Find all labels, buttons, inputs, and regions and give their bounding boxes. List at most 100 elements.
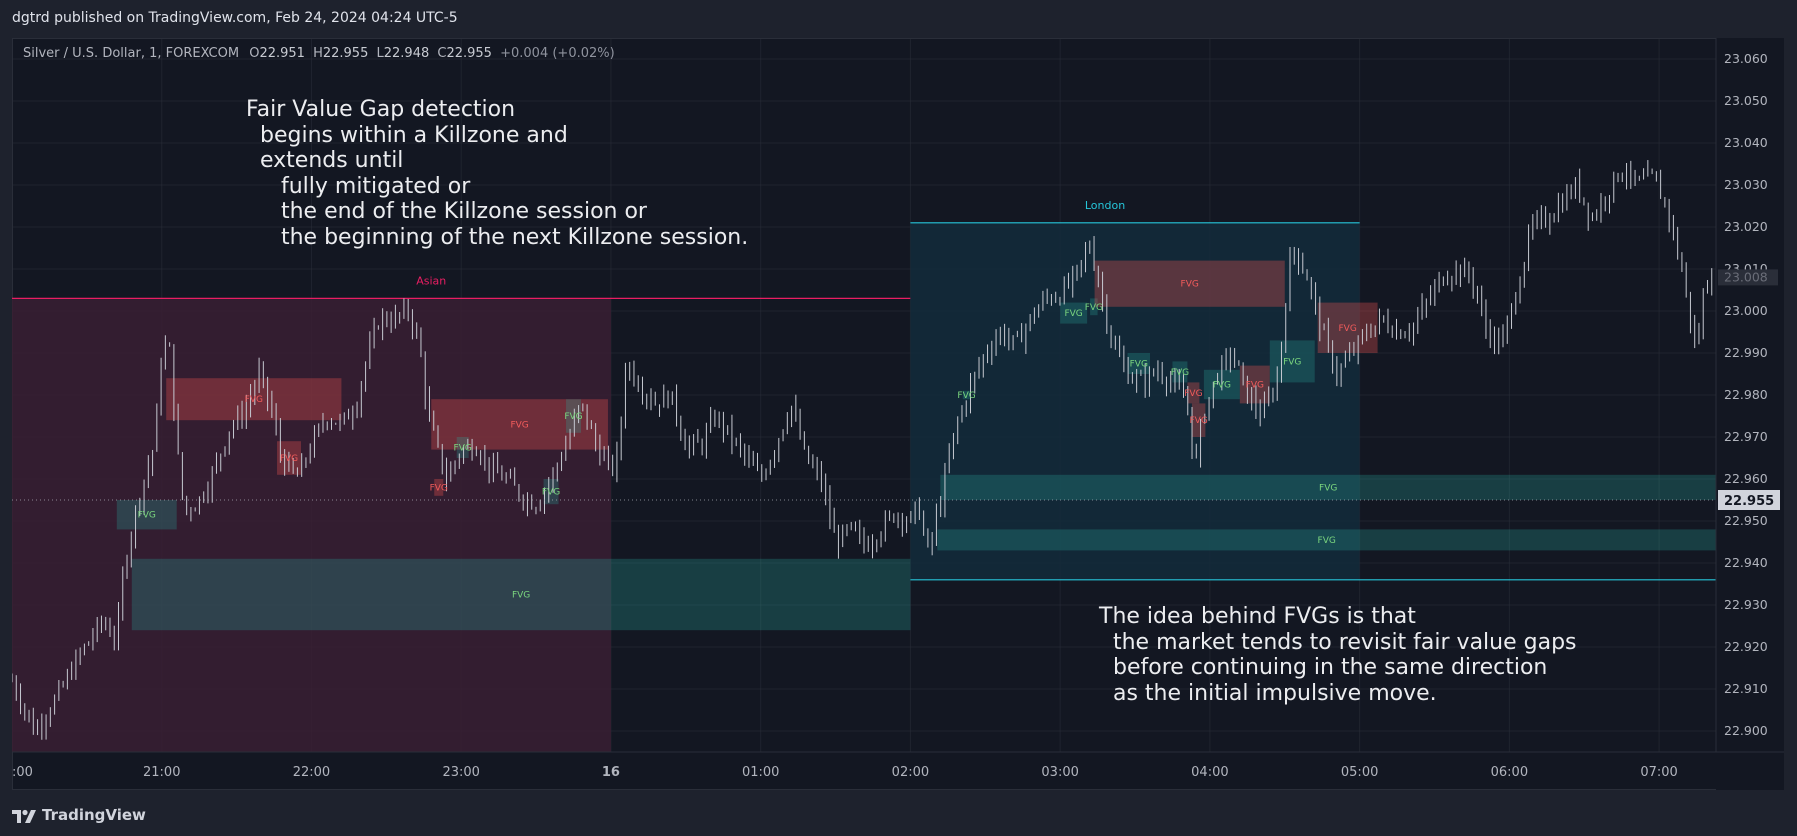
price-chart[interactable]: Asian London FVG FVG FVG FVG FVG FVG FVG FVG FVG FV… bbox=[12, 38, 1784, 790]
partial-price-label: 23.008 bbox=[1724, 269, 1768, 284]
fvg-label: FVG bbox=[542, 488, 560, 498]
time-tick-label: 06:00 bbox=[1491, 765, 1528, 780]
publisher-line: dgtrd published on TradingView.com, Feb … bbox=[12, 10, 458, 26]
killzone-asian bbox=[12, 298, 611, 752]
fvg-boxes bbox=[116, 260, 1716, 631]
fvg-label: FVG bbox=[510, 420, 528, 430]
fvg-label: FVG bbox=[957, 391, 975, 401]
killzone-london bbox=[910, 222, 1360, 580]
fvg-label: FVG bbox=[245, 395, 263, 405]
fvg-label: FVG bbox=[430, 483, 448, 493]
last-price-label: 22.955 bbox=[1724, 494, 1774, 509]
fvg-label: FVG bbox=[454, 444, 472, 454]
fvg-label: FVG bbox=[1319, 483, 1337, 493]
fvg-box-bear bbox=[1317, 302, 1378, 353]
price-tick-label: 22.920 bbox=[1724, 639, 1768, 654]
price-tick-label: 22.940 bbox=[1724, 555, 1768, 570]
time-tick-label: 16 bbox=[602, 765, 620, 780]
time-tick-label: :00 bbox=[12, 765, 33, 780]
chart-labels: Asian London FVG FVG FVG FVG FVG FVG FVG FVG FVG FV… bbox=[138, 199, 1357, 601]
tradingview-logo-icon bbox=[12, 809, 36, 823]
time-tick-label: 21:00 bbox=[143, 765, 180, 780]
close-value: 22.955 bbox=[446, 46, 492, 61]
symbol-legend: Silver / U.S. Dollar, 1, FOREXCOM O22.95… bbox=[23, 46, 615, 61]
price-tick-label: 23.020 bbox=[1724, 219, 1768, 234]
time-tick-label: 04:00 bbox=[1191, 765, 1228, 780]
fvg-label: FVG bbox=[1246, 381, 1264, 391]
fvg-box-bear bbox=[434, 479, 444, 496]
open-value: 22.951 bbox=[259, 46, 305, 61]
fvg-label: FVG bbox=[1283, 357, 1301, 367]
time-tick-label: 05:00 bbox=[1341, 765, 1378, 780]
fvg-box-bull bbox=[1090, 298, 1098, 316]
fvg-box-bull bbox=[1127, 353, 1150, 374]
fvg-box-bull bbox=[937, 529, 1716, 551]
time-axis: :00 21:00 22:00 23:00 16 01:00 02:00 03:00 04:00… bbox=[12, 751, 1784, 780]
killzone-label: London bbox=[1085, 199, 1125, 212]
fvg-label: FVG bbox=[1213, 381, 1231, 391]
time-tick-label: 07:00 bbox=[1640, 765, 1677, 780]
price-tick-label: 23.060 bbox=[1724, 51, 1768, 66]
fvg-box-bull bbox=[566, 399, 581, 433]
brand-name: TradingView bbox=[42, 806, 146, 824]
price-tick-label: 23.040 bbox=[1724, 135, 1768, 150]
symbol-name: Silver / U.S. Dollar, 1, FOREXCOM bbox=[23, 46, 240, 61]
time-tick-label: 23:00 bbox=[442, 765, 479, 780]
high-label: H bbox=[313, 46, 323, 61]
price-tick-label: 22.900 bbox=[1724, 723, 1768, 738]
fvg-box-bull bbox=[940, 474, 1716, 500]
fvg-box-bull bbox=[543, 479, 559, 505]
open-label: O bbox=[249, 46, 260, 61]
fvg-label: FVG bbox=[1064, 309, 1082, 319]
published-header: dgtrd published on TradingView.com, Feb … bbox=[0, 0, 1797, 38]
partial-price-tag bbox=[1718, 269, 1778, 286]
fvg-label: FVG bbox=[1184, 389, 1202, 399]
fvg-label: FVG bbox=[138, 511, 156, 521]
fvg-label: FVG bbox=[1085, 303, 1103, 313]
high-value: 22.955 bbox=[322, 46, 369, 61]
price-tick-label: 22.990 bbox=[1724, 345, 1768, 360]
fvg-box-bull bbox=[131, 558, 911, 631]
price-axis-bg bbox=[1716, 38, 1784, 790]
fvg-box-bear bbox=[1191, 403, 1206, 437]
fvg-label: FVG bbox=[1318, 536, 1336, 546]
price-axis: 23.06023.05023.04023.03023.02023.01023.0… bbox=[12, 38, 1784, 790]
fvg-label: FVG bbox=[1190, 416, 1208, 426]
price-tick-label: 22.970 bbox=[1724, 429, 1768, 444]
fvg-label: FVG bbox=[280, 454, 298, 464]
price-tick-label: 23.030 bbox=[1724, 177, 1768, 192]
price-tick-label: 22.960 bbox=[1724, 471, 1768, 486]
price-tick-label: 23.000 bbox=[1724, 303, 1768, 318]
fvg-box-bear bbox=[1094, 260, 1285, 307]
killzone-label: Asian bbox=[416, 274, 446, 287]
fvg-label: FVG bbox=[1338, 324, 1356, 334]
fvg-label: FVG bbox=[1130, 360, 1148, 370]
footer: TradingView bbox=[0, 796, 1797, 836]
fvg-detection-note: Fair Value Gap detection begins within a… bbox=[246, 97, 749, 250]
price-tick-label: 22.980 bbox=[1724, 387, 1768, 402]
time-tick-label: 02:00 bbox=[892, 765, 929, 780]
last-price-tag bbox=[1718, 490, 1780, 510]
fvg-box-bear bbox=[166, 378, 342, 421]
candles bbox=[12, 160, 1717, 740]
fvg-label: FVG bbox=[564, 412, 582, 422]
fvg-box-bull bbox=[456, 437, 469, 458]
fvg-label: FVG bbox=[512, 591, 530, 601]
fvg-box-bull bbox=[1060, 302, 1088, 324]
fvg-label: FVG bbox=[1181, 280, 1199, 290]
low-value: 22.948 bbox=[383, 46, 430, 61]
time-tick-label: 22:00 bbox=[293, 765, 330, 780]
price-tick-label: 23.050 bbox=[1724, 93, 1768, 108]
time-tick-label: 03:00 bbox=[1041, 765, 1078, 780]
time-tick-label: 01:00 bbox=[742, 765, 779, 780]
low-label: L bbox=[376, 46, 384, 61]
change-value: +0.004 (+0.02%) bbox=[500, 46, 615, 61]
fvg-box-bear bbox=[1187, 382, 1200, 404]
price-tick-label: 22.910 bbox=[1724, 681, 1768, 696]
fvg-box-bull bbox=[962, 390, 971, 400]
fvg-label: FVG bbox=[1171, 368, 1189, 378]
price-tick-label: 22.950 bbox=[1724, 513, 1768, 528]
killzone-boxes bbox=[12, 222, 1716, 752]
price-tick-label: 22.930 bbox=[1724, 597, 1768, 612]
fvg-box-bull bbox=[116, 500, 177, 530]
